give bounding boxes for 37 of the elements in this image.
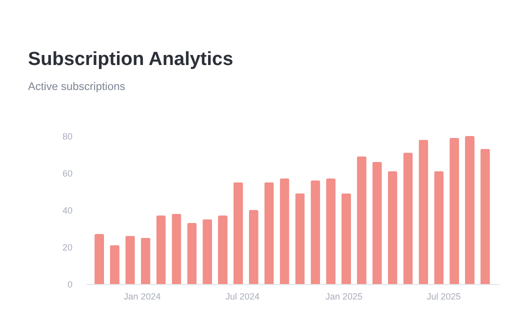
y-tick-label: 40 (62, 206, 72, 216)
bar (218, 216, 228, 284)
bar (372, 162, 382, 284)
bar (326, 178, 336, 284)
chart-title: Subscription Analytics (28, 49, 234, 70)
y-tick-label: 0 (67, 280, 72, 290)
bar (280, 178, 290, 284)
y-tick-label: 20 (62, 242, 72, 252)
bar (450, 138, 460, 284)
bar (342, 193, 351, 284)
bar (356, 156, 366, 284)
x-tick-label: Jan 2024 (124, 292, 161, 302)
bar (110, 245, 120, 284)
y-tick-label: 60 (62, 168, 72, 178)
bar (172, 214, 182, 284)
bar (480, 148, 490, 284)
bar (264, 182, 274, 284)
bar (418, 140, 428, 284)
bar (388, 171, 398, 284)
x-tick-label: Jul 2024 (226, 292, 260, 302)
bar (140, 238, 150, 284)
x-tick-label: Jan 2025 (325, 292, 363, 302)
bar (295, 193, 305, 284)
bar (403, 152, 413, 284)
bar (187, 222, 197, 284)
bar (310, 180, 320, 284)
x-tick-label: Jul 2025 (426, 292, 461, 302)
bar (125, 236, 135, 284)
bar (248, 210, 258, 284)
y-tick-label: 80 (62, 132, 72, 142)
bar (202, 219, 212, 284)
bar (156, 216, 166, 284)
bar (434, 171, 444, 284)
bar (233, 182, 243, 284)
chart-subtitle: Active subscriptions (28, 81, 126, 93)
bar (94, 234, 104, 284)
bar (464, 136, 474, 284)
